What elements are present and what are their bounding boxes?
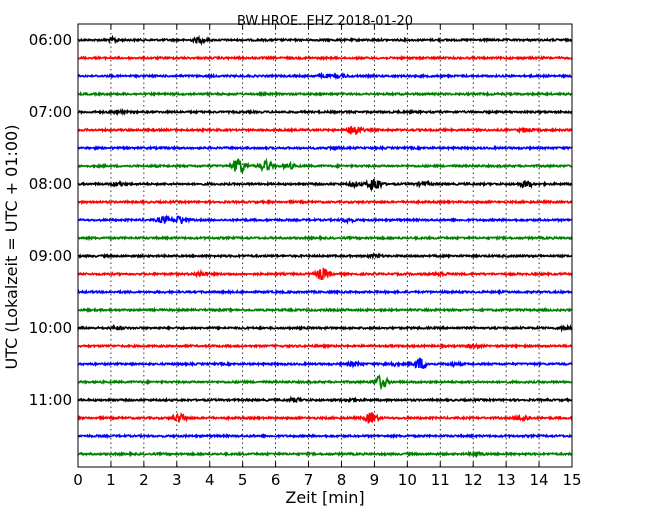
x-tick-label: 7 <box>304 471 314 489</box>
seismic-trace <box>78 306 573 314</box>
seismic-trace <box>77 144 573 152</box>
seismic-trace <box>77 288 573 296</box>
y-tick-label: 08:00 <box>29 175 72 193</box>
seismic-trace <box>77 323 573 333</box>
y-tick-label: 06:00 <box>29 31 72 49</box>
traces-group <box>77 34 573 459</box>
x-tick-label: 10 <box>398 471 417 489</box>
seismic-trace <box>77 395 573 404</box>
seismic-trace <box>77 214 573 226</box>
x-tick-label: 14 <box>530 471 549 489</box>
x-tick-label: 6 <box>271 471 281 489</box>
x-axis-label: Zeit [min] <box>285 488 364 507</box>
x-tick-label: 5 <box>238 471 248 489</box>
y-axis: 06:00 07:00 08:00 09:00 10:00 11:00 <box>29 31 572 409</box>
seismic-trace <box>77 54 573 62</box>
seismic-trace <box>77 125 573 135</box>
seismic-trace <box>77 432 573 440</box>
y-tick-label: 11:00 <box>29 391 72 409</box>
seismic-trace <box>77 357 573 369</box>
x-tick-label: 15 <box>562 471 581 489</box>
seismic-trace <box>77 34 573 46</box>
seismic-trace <box>77 252 573 260</box>
seismic-trace <box>77 198 573 206</box>
plot-frame <box>77 23 573 468</box>
seismic-trace <box>77 449 573 459</box>
y-tick-label: 10:00 <box>29 319 72 337</box>
seismic-trace <box>77 374 573 391</box>
seismic-trace <box>77 157 573 174</box>
x-tick-label: 11 <box>431 471 450 489</box>
seismic-trace <box>77 234 573 242</box>
x-axis: 0 1 2 3 4 5 6 7 8 9 10 11 12 13 14 15 <box>73 24 582 489</box>
chart-title: BW.HROE..EHZ 2018-01-20 <box>237 14 413 29</box>
x-tick-label: 2 <box>139 471 149 489</box>
x-tick-label: 1 <box>106 471 116 489</box>
y-tick-label: 07:00 <box>29 103 72 121</box>
seismic-trace <box>77 178 573 193</box>
x-tick-label: 13 <box>497 471 516 489</box>
seismic-trace <box>77 71 573 81</box>
x-tick-label: 4 <box>205 471 215 489</box>
x-tick-label: 3 <box>172 471 182 489</box>
seismic-trace <box>77 411 573 424</box>
y-tick-label: 09:00 <box>29 247 72 265</box>
x-tick-label: 0 <box>73 471 83 489</box>
x-tick-label: 12 <box>464 471 483 489</box>
y-axis-label: UTC (Lokalzeit = UTC + 01:00) <box>2 125 21 370</box>
seismic-trace <box>77 267 573 280</box>
x-tick-label: 9 <box>370 471 380 489</box>
seismic-trace <box>77 342 573 351</box>
seismic-trace <box>77 90 573 98</box>
grid-lines <box>110 24 540 467</box>
seismic-trace <box>77 107 573 117</box>
x-tick-label: 8 <box>337 471 347 489</box>
